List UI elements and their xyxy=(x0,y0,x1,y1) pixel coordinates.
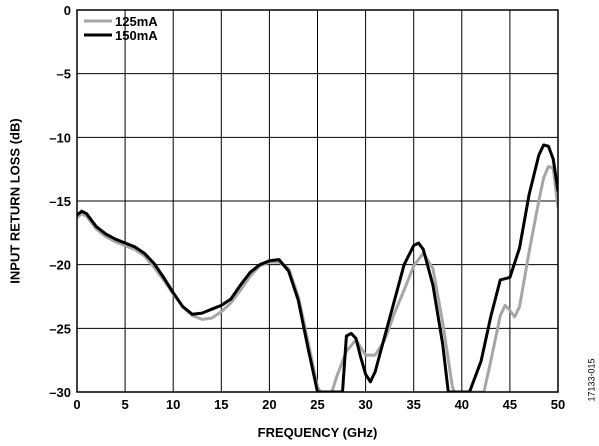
y-axis-ticks: 0 –5 –10 –15 –20 –25 –30 xyxy=(49,3,71,400)
x-axis-ticks: 0 5 10 15 20 25 30 35 40 45 50 xyxy=(73,397,565,412)
legend-label-150ma: 150mA xyxy=(115,28,158,43)
x-tick-label: 30 xyxy=(358,397,372,412)
y-tick-label: –20 xyxy=(49,258,71,273)
x-tick-label: 40 xyxy=(455,397,469,412)
legend-label-125ma: 125mA xyxy=(115,14,158,29)
x-tick-label: 5 xyxy=(121,397,128,412)
series-lines xyxy=(77,143,558,392)
y-tick-label: –25 xyxy=(49,321,71,336)
y-tick-label: –10 xyxy=(49,130,71,145)
plot-frame xyxy=(76,9,559,393)
y-tick-label: –5 xyxy=(57,67,71,82)
x-tick-label: 25 xyxy=(310,397,324,412)
y-tick-label: 0 xyxy=(64,3,71,18)
x-tick-label: 45 xyxy=(503,397,517,412)
x-tick-label: 0 xyxy=(73,397,80,412)
x-tick-label: 50 xyxy=(551,397,565,412)
y-axis-label: INPUT RETURN LOSS (dB) xyxy=(7,118,22,283)
figure-id: 17133-015 xyxy=(586,358,596,401)
y-tick-label: –30 xyxy=(49,385,71,400)
series-line-125ma xyxy=(77,165,558,392)
series-line-150ma xyxy=(77,143,558,392)
x-tick-label: 15 xyxy=(214,397,228,412)
x-tick-label: 20 xyxy=(262,397,276,412)
x-tick-label: 10 xyxy=(166,397,180,412)
y-tick-label: –15 xyxy=(49,194,71,209)
x-tick-label: 35 xyxy=(406,397,420,412)
x-axis-label: FREQUENCY (GHz) xyxy=(258,425,378,440)
